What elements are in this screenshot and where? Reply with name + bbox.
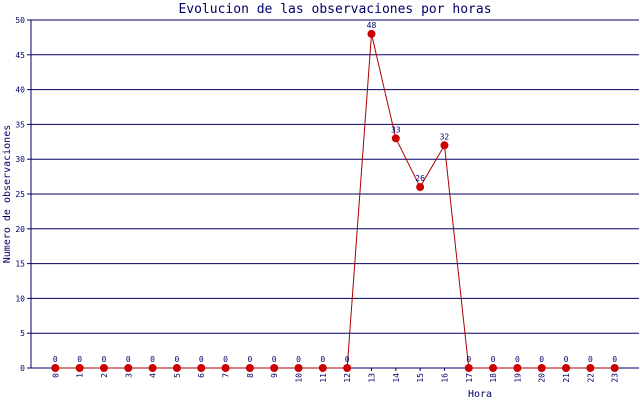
data-label: 32 xyxy=(440,132,450,141)
y-tick-label: 40 xyxy=(15,86,25,95)
x-tick-label: 7 xyxy=(222,373,231,378)
data-point xyxy=(367,29,376,38)
x-tick-label: 2 xyxy=(100,373,109,378)
y-tick-label: 35 xyxy=(15,120,25,129)
data-label: 0 xyxy=(247,355,252,364)
y-tick-label: 30 xyxy=(15,155,25,164)
data-label: 0 xyxy=(491,355,496,364)
data-point xyxy=(416,183,425,192)
x-tick-label: 19 xyxy=(513,373,522,383)
data-label: 0 xyxy=(515,355,520,364)
y-tick-label: 10 xyxy=(15,294,25,303)
x-tick-label: 12 xyxy=(343,373,352,383)
y-tick-label: 20 xyxy=(15,225,25,234)
data-label: 0 xyxy=(296,355,301,364)
x-tick-label: 11 xyxy=(319,373,328,383)
data-point xyxy=(294,364,303,372)
data-point xyxy=(343,364,352,372)
x-tick-label: 4 xyxy=(149,373,158,378)
data-label: 0 xyxy=(539,355,544,364)
x-axis-label: Hora xyxy=(468,389,492,400)
data-line xyxy=(55,33,615,369)
data-point xyxy=(148,364,157,372)
x-tick-label: 17 xyxy=(465,373,474,383)
data-label: 0 xyxy=(53,355,58,364)
x-tick-label: 14 xyxy=(392,373,401,383)
data-point xyxy=(124,364,133,372)
data-label: 0 xyxy=(564,355,569,364)
x-tick-label: 15 xyxy=(416,373,425,383)
x-tick-label: 8 xyxy=(246,373,255,378)
data-point xyxy=(245,364,254,372)
data-point xyxy=(610,364,619,372)
data-label: 0 xyxy=(272,355,277,364)
data-point xyxy=(221,364,230,372)
y-axis-label: Numero de observaciones xyxy=(2,125,13,263)
x-tick-label: 18 xyxy=(489,373,498,383)
data-label: 0 xyxy=(150,355,155,364)
data-label: 48 xyxy=(367,21,377,30)
data-point xyxy=(172,364,181,372)
data-point xyxy=(197,364,206,372)
x-tick-label: 13 xyxy=(367,373,376,383)
data-label: 26 xyxy=(415,174,425,183)
data-point xyxy=(464,364,473,372)
y-tick-label: 45 xyxy=(15,51,25,60)
data-point xyxy=(440,141,449,150)
data-label: 0 xyxy=(199,355,204,364)
data-label: 0 xyxy=(588,355,593,364)
data-point xyxy=(537,364,546,372)
data-point xyxy=(489,364,498,372)
data-point xyxy=(391,134,400,143)
x-tick-label: 1 xyxy=(76,373,85,378)
data-label: 0 xyxy=(77,355,82,364)
data-label: 0 xyxy=(320,355,325,364)
x-tick-label: 6 xyxy=(197,373,206,378)
data-label: 0 xyxy=(102,355,107,364)
data-point xyxy=(99,364,108,372)
x-tick-label: 22 xyxy=(586,373,595,383)
data-point xyxy=(586,364,595,372)
data-point xyxy=(318,364,327,372)
data-label: 0 xyxy=(345,355,350,364)
chart-title: Evolucion de las observaciones por horas xyxy=(178,2,491,17)
x-tick-label: 23 xyxy=(611,373,620,383)
data-label: 0 xyxy=(223,355,228,364)
data-point xyxy=(513,364,522,372)
y-tick-label: 5 xyxy=(20,329,25,338)
y-tick-label: 15 xyxy=(15,260,25,269)
x-tick-label: 10 xyxy=(295,373,304,383)
data-point xyxy=(562,364,571,372)
y-tick-label: 25 xyxy=(15,190,25,199)
x-tick-label: 20 xyxy=(538,373,547,383)
x-tick-label: 9 xyxy=(270,373,279,378)
data-point xyxy=(51,364,60,372)
x-tick-label: 0 xyxy=(51,373,60,378)
x-tick-label: 3 xyxy=(124,373,133,378)
x-tick-label: 5 xyxy=(173,373,182,378)
data-label: 33 xyxy=(391,125,401,134)
data-label: 0 xyxy=(126,355,131,364)
x-tick-label: 16 xyxy=(440,373,449,383)
y-tick-label: 0 xyxy=(20,364,25,373)
data-point xyxy=(270,364,279,372)
data-label: 0 xyxy=(612,355,617,364)
data-label: 0 xyxy=(466,355,471,364)
data-point xyxy=(75,364,84,372)
y-tick-label: 50 xyxy=(15,16,25,25)
data-label: 0 xyxy=(175,355,180,364)
x-tick-label: 21 xyxy=(562,373,571,383)
